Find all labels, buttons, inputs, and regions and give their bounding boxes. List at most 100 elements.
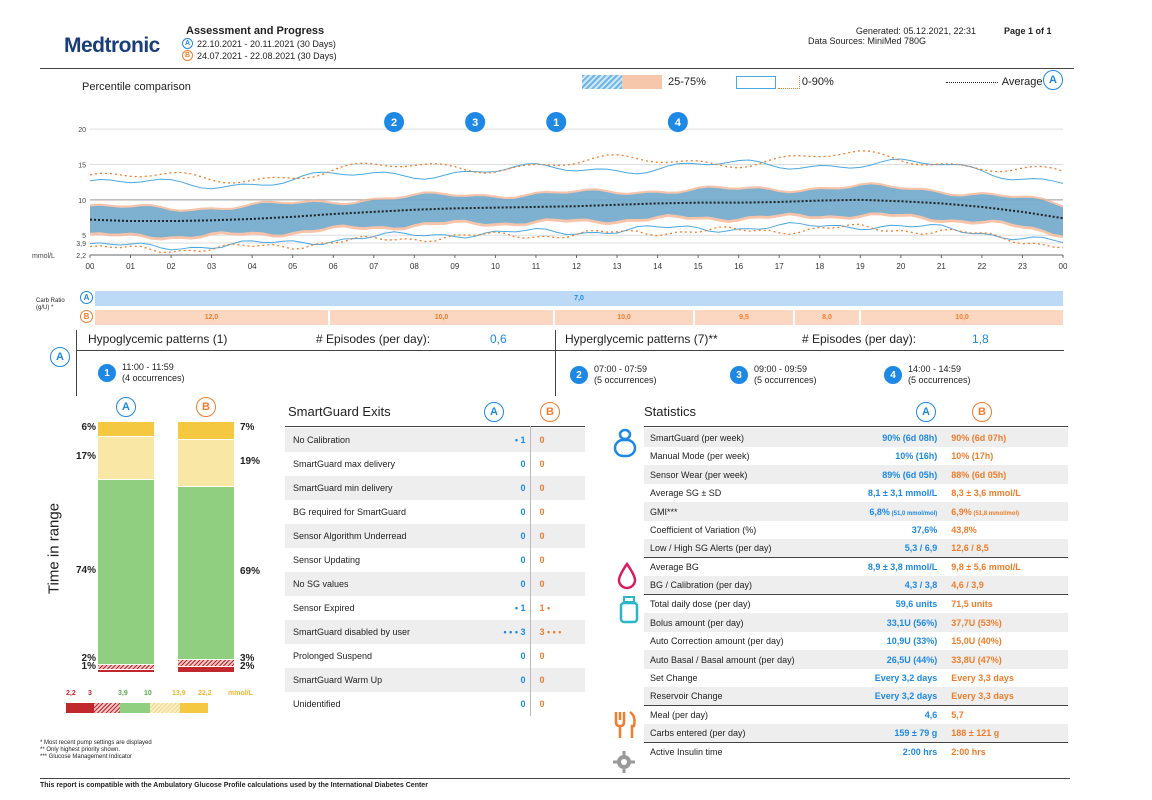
exits-row-a: 0: [520, 651, 526, 661]
range-b: B 24.07.2021 - 22.08.2021 (30 Days): [182, 50, 337, 61]
exits-row: SmartGuard min delivery 0 0: [285, 476, 585, 500]
exits-row-a: 0: [520, 555, 526, 565]
hyper-episodes-value: 1,8: [972, 332, 989, 346]
exits-row-b: 0: [539, 483, 545, 493]
exits-row-a: 0: [520, 483, 526, 493]
stats-row-a-sub: (51,0 mmol/mol): [889, 510, 938, 517]
exits-row-label: SmartGuard max delivery: [293, 459, 396, 469]
stats-row-label: Bolus amount (per day): [650, 617, 744, 628]
tir-percent-label: 6%: [81, 422, 96, 433]
footnote-3: *** Glucose Management Indicator: [40, 754, 133, 760]
legend-2575-label: 25-75%: [668, 76, 706, 88]
stats-row-a: 10,9U (33%): [886, 636, 938, 646]
pattern-occurrences: (5 occurrences): [594, 375, 657, 385]
stats-row-label: GMI***: [650, 506, 678, 517]
x-tick-label: 18: [815, 262, 824, 271]
exits-row-b: 0: [539, 699, 545, 709]
stats-row-b: 71,5 units: [951, 599, 993, 609]
chart-title: Percentile comparison: [82, 81, 191, 93]
tir-legend-high: [150, 703, 180, 713]
tir-percent-label: 19%: [240, 456, 261, 468]
exits-row-label: Sensor Algorithm Underread: [293, 531, 407, 541]
exits-row-b: 3 • • •: [539, 627, 562, 637]
range-a: A 22.10.2021 - 20.11.2021 (30 Days): [182, 38, 336, 49]
b-icon: B: [182, 50, 193, 61]
tir-segment-high: [98, 437, 154, 480]
insulin-vial-icon: [619, 596, 639, 624]
meal-icon: [614, 710, 636, 738]
exits-a-icon: A: [484, 402, 504, 422]
generated: Generated: 05.12.2021, 22:31: [855, 26, 976, 36]
exits-row-label: BG required for SmartGuard: [293, 507, 407, 517]
pattern-time: 09:00 - 09:59: [754, 364, 808, 374]
y-tick-label: 20: [78, 127, 86, 134]
tir-legend-very-high: [180, 703, 208, 713]
blood-drop-icon: [617, 562, 637, 590]
footer-text: This report is compatible with the Ambul…: [40, 782, 428, 789]
x-tick-label: 00: [1059, 262, 1068, 271]
stats-title: Statistics: [644, 404, 697, 419]
stats-row-label: Manual Mode (per week): [650, 451, 750, 461]
x-tick-label: 01: [126, 262, 135, 271]
exits-row-a: • 1: [514, 603, 526, 613]
x-tick-label: 17: [775, 262, 784, 271]
footer-line: [40, 778, 1070, 779]
stats-row-label: BG / Calibration (per day): [650, 580, 753, 590]
x-tick-label: 15: [694, 262, 703, 271]
stats-row: Total daily dose (per day) 59,6 units 71,5…: [644, 595, 1068, 614]
x-tick-label: 12: [572, 262, 581, 271]
x-tick-label: 11: [532, 262, 541, 271]
exits-col-divider: [530, 426, 531, 716]
footnotes: * Most recent pump settings are displaye…: [40, 740, 152, 761]
exits-row-b: 0: [539, 675, 545, 685]
tir-legend-bar: [66, 703, 208, 713]
stats-row-b: 15,0U (40%): [951, 636, 1002, 646]
stats-row-b: 8,3 ± 3,6 mmol/L: [951, 488, 1021, 498]
pattern-marker: [546, 112, 567, 132]
carb-a-icon: A: [80, 291, 93, 304]
exits-row: No Calibration • 1 0: [285, 428, 585, 452]
stats-row: Sensor Wear (per week) 89% (6d 05h) 88% (6…: [644, 465, 1068, 484]
exits-row: Sensor Expired • 1 1 •: [285, 596, 585, 620]
pattern-time: 11:00 - 11:59: [122, 362, 174, 372]
legend-avg-label: Average: [1001, 76, 1043, 88]
pattern-item-1: 1 11:00 - 11:59 (4 occurrences): [98, 362, 185, 384]
stats-row-b: 43,8%: [951, 525, 977, 535]
tir-a-icon: A: [116, 397, 136, 417]
stats-row: Bolus amount (per day) 33,1U (56%) 37,7U (…: [644, 613, 1068, 632]
y-tick-label: 3,9: [76, 241, 86, 248]
stats-row-a: 33,1U (56%): [886, 617, 938, 628]
footnote-2: ** Only highest priority shown.: [40, 747, 121, 753]
y-tick-label: 15: [78, 162, 86, 169]
stats-row-a: 90% (6d 08h): [882, 432, 938, 443]
stats-row-label: Meal (per day): [650, 710, 709, 720]
exits-row-b: 0: [539, 459, 545, 469]
patterns-a-icon: A: [50, 347, 70, 367]
stats-row-a: 10% (16h): [895, 451, 938, 461]
tir-threshold: 3: [88, 690, 92, 697]
stats-row: GMI*** 6,8% (51,0 mmol/mol) 6,9% (51,8 mmo…: [644, 502, 1068, 521]
brand-logo: Medtronic: [64, 34, 160, 57]
smartguard-icon: [613, 428, 637, 458]
stats-row-b: 90% (6d 07h): [951, 432, 1007, 443]
stats-row-a: 26,5U (44%): [886, 654, 938, 665]
tir-threshold: 2,2: [66, 690, 76, 697]
pattern-number-icon: 2: [570, 366, 588, 384]
stats-row-label: Low / High SG Alerts (per day): [650, 543, 772, 553]
tir-segment-very-high: [178, 422, 234, 440]
tir-segment-low: [98, 664, 154, 670]
exits-row-label: SmartGuard disabled by user: [293, 627, 411, 637]
stats-row: Coefficient of Variation (%) 37,6% 43,8%: [644, 521, 1068, 540]
x-tick-label: 21: [937, 262, 946, 271]
tir-segment-very-high: [98, 422, 154, 437]
stats-row-b: 4,6 / 3,9: [951, 580, 984, 590]
hypo-episodes-value: 0,6: [490, 332, 507, 346]
page-number: Page 1 of 1: [1004, 26, 1052, 36]
hyper-episodes-label: # Episodes (per day):: [802, 332, 917, 346]
carb-b-seg: 9,5: [695, 310, 795, 325]
stats-row-b: 37,7U (53%): [951, 617, 1002, 628]
stats-row-b: 6,9% (51,8 mmol/mol): [951, 506, 1020, 517]
tir-percent-label: 2%: [240, 661, 255, 672]
y-tick-label: 5: [82, 233, 86, 240]
stats-row-b: Every 3,3 days: [951, 673, 1014, 683]
